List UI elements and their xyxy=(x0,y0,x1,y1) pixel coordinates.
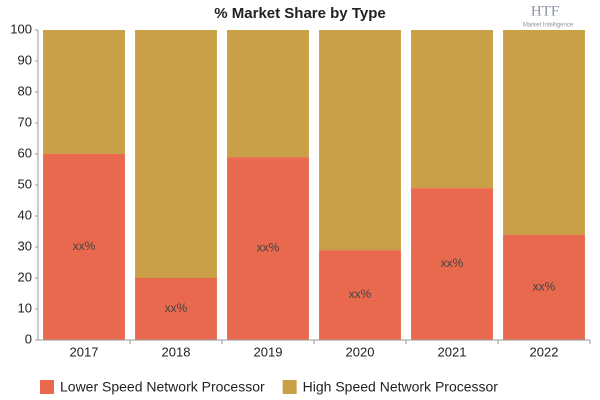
legend-swatch xyxy=(282,380,297,394)
y-tick-label: 80 xyxy=(18,83,32,98)
chart-title: % Market Share by Type xyxy=(214,5,385,22)
bar-segment xyxy=(503,30,585,235)
y-tick-label: 60 xyxy=(18,145,32,160)
bar-segment xyxy=(411,30,493,189)
bar-segment xyxy=(503,234,585,340)
legend-swatch xyxy=(40,380,54,394)
y-tick-label: 70 xyxy=(18,114,32,129)
y-tick-label: 10 xyxy=(18,300,32,315)
data-label: xx% xyxy=(165,301,188,315)
x-tick-label: 2017 xyxy=(70,344,99,359)
bar-segment xyxy=(227,30,309,158)
bar-segment xyxy=(135,278,217,340)
data-label: xx% xyxy=(257,241,280,255)
data-label: xx% xyxy=(73,239,96,253)
bar-segment xyxy=(319,30,401,251)
bar-segment xyxy=(411,188,493,340)
bar-segment xyxy=(319,250,401,340)
y-tick-label: 30 xyxy=(18,238,32,253)
data-label: xx% xyxy=(441,256,464,270)
data-label: xx% xyxy=(533,279,556,293)
x-tick-label: 2019 xyxy=(254,344,283,359)
x-tick-label: 2022 xyxy=(530,344,559,359)
y-tick-label: 90 xyxy=(18,52,32,67)
x-tick-label: 2020 xyxy=(346,344,375,359)
logo-subtitle: Market Intelligence xyxy=(523,23,574,29)
x-tick-label: 2021 xyxy=(438,344,467,359)
y-tick-label: 40 xyxy=(18,207,32,222)
legend-label: High Speed Network Processor xyxy=(303,379,499,395)
bar-segment xyxy=(43,30,125,154)
x-tick-label: 2018 xyxy=(162,344,191,359)
legend-label: Lower Speed Network Processor xyxy=(60,379,265,395)
data-label: xx% xyxy=(349,287,372,301)
y-tick-label: 0 xyxy=(25,331,32,346)
y-tick-label: 100 xyxy=(10,21,32,36)
bar-segment xyxy=(135,30,217,278)
logo: HTF xyxy=(531,3,559,19)
bar-segment xyxy=(227,157,309,340)
y-tick-label: 50 xyxy=(18,176,32,191)
y-tick-label: 20 xyxy=(18,269,32,284)
bar-segment xyxy=(43,154,125,340)
